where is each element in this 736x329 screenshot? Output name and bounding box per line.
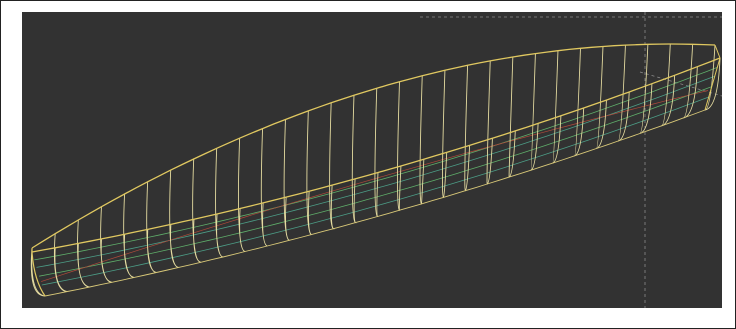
viewport bbox=[22, 12, 722, 308]
station-line bbox=[329, 102, 336, 230]
keel-line bbox=[44, 109, 706, 297]
axis-guide bbox=[639, 71, 723, 97]
station-line bbox=[374, 88, 379, 217]
sheer-near bbox=[31, 57, 721, 253]
station-line bbox=[351, 95, 357, 224]
station-line bbox=[397, 81, 402, 211]
waterline bbox=[41, 96, 709, 286]
station-line bbox=[283, 119, 290, 241]
station-line bbox=[238, 138, 246, 252]
station-line bbox=[419, 75, 425, 205]
station-line bbox=[169, 170, 179, 268]
transom bbox=[704, 44, 721, 111]
station-line bbox=[464, 65, 471, 192]
station-line bbox=[442, 70, 448, 198]
hull-wireframe bbox=[30, 43, 721, 297]
station-line bbox=[215, 148, 224, 258]
waterline bbox=[39, 86, 712, 277]
sheer-far bbox=[31, 43, 716, 249]
station-line bbox=[192, 158, 201, 263]
stem bbox=[31, 248, 46, 297]
station-line bbox=[306, 110, 312, 236]
station-line bbox=[260, 128, 268, 247]
station-line bbox=[530, 53, 539, 171]
station-line bbox=[486, 60, 493, 185]
